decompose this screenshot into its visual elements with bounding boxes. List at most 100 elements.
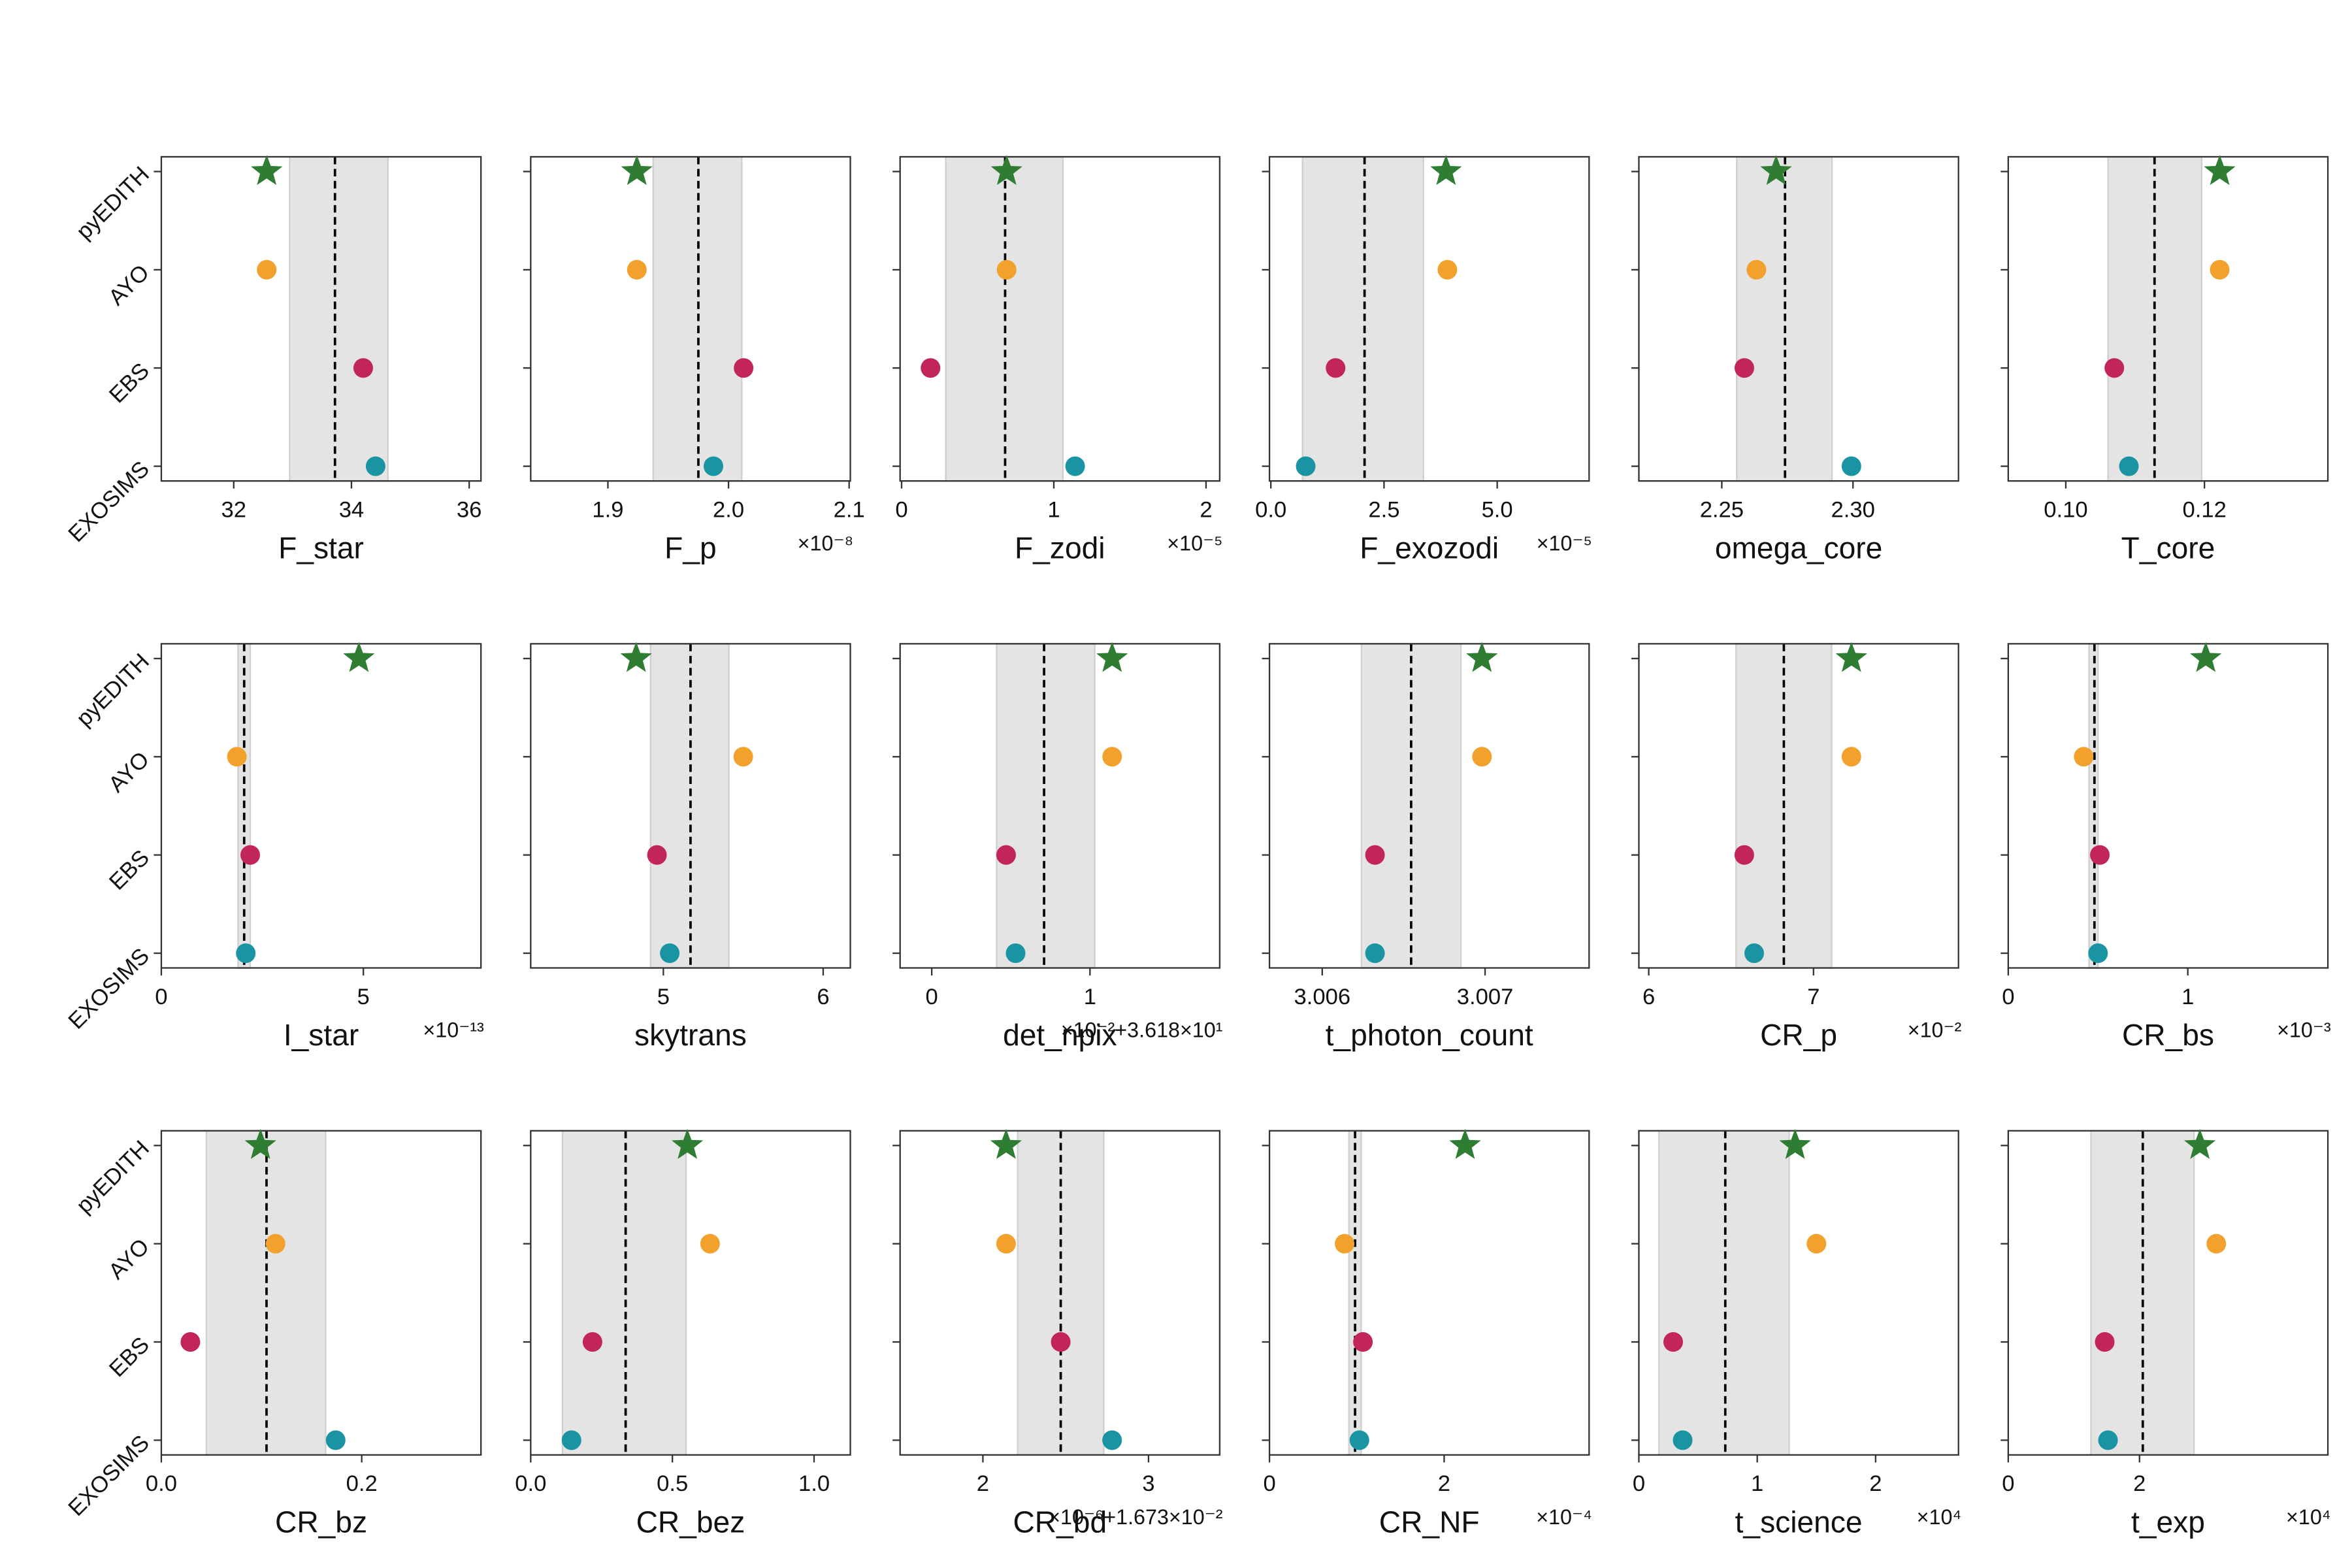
star-marker bbox=[621, 155, 653, 186]
dot-marker bbox=[1349, 1430, 1369, 1450]
star-marker bbox=[1760, 155, 1792, 186]
subplot: 3.006 3.007 t_photon_count bbox=[1262, 642, 1590, 1052]
x-axis-label: t_photon_count bbox=[1326, 1018, 1533, 1052]
axes-frame bbox=[1268, 1130, 1590, 1456]
axes-frame bbox=[1638, 643, 1959, 969]
dot-marker bbox=[2090, 845, 2110, 865]
x-tick-label: 3 bbox=[1142, 1471, 1154, 1496]
dot-marker bbox=[921, 358, 941, 378]
star-marker bbox=[2204, 155, 2236, 186]
x-tick-label: 36 bbox=[457, 497, 482, 522]
star-marker bbox=[672, 1128, 704, 1159]
x-tick-label: 5 bbox=[357, 985, 370, 1009]
axes-frame bbox=[530, 643, 851, 969]
dot-marker bbox=[257, 259, 277, 280]
x-axis-label: omega_core bbox=[1715, 531, 1883, 564]
dot-marker bbox=[180, 1332, 201, 1352]
x-axis-label: t_exp bbox=[2131, 1505, 2205, 1539]
x-tick-label: 0.0 bbox=[146, 1471, 177, 1496]
dot-marker bbox=[996, 259, 1017, 280]
x-tick-label: 2.1 bbox=[834, 497, 865, 522]
dot-marker bbox=[2206, 1233, 2227, 1254]
x-axis-label: F_zodi bbox=[1015, 531, 1105, 564]
y-tick-label: EBS bbox=[105, 1332, 154, 1382]
dot-marker bbox=[1102, 1430, 1122, 1450]
dot-marker bbox=[1005, 943, 1026, 963]
axes-frame bbox=[1638, 155, 1959, 482]
x-tick-label: 1 bbox=[1047, 497, 1060, 522]
dot-marker bbox=[2119, 456, 2139, 476]
dot-marker bbox=[1326, 358, 1346, 378]
subplot: 0 1 2 F_zodi ×10⁻⁵ bbox=[892, 155, 1223, 564]
subplot: 0 1 2t_science ×10⁴ bbox=[1631, 1128, 1962, 1539]
x-axis-label: CR_bs bbox=[2122, 1018, 2214, 1052]
dot-marker bbox=[1065, 456, 1085, 476]
x-tick-label: 2.25 bbox=[1700, 497, 1744, 522]
x-tick-label: 2.0 bbox=[713, 497, 744, 522]
y-tick-label: pyEDITH bbox=[72, 649, 154, 731]
x-tick-label: 0 bbox=[895, 497, 907, 522]
star-marker bbox=[1466, 642, 1498, 672]
subplot: 2.25 2.30 omega_core bbox=[1631, 155, 1959, 564]
y-tick-label: AYO bbox=[104, 1234, 154, 1284]
subplot: 6 7 CR_p ×10⁻² bbox=[1631, 642, 1962, 1052]
subplot: 0.0 0.5 1.0 CR_bez bbox=[515, 1128, 851, 1539]
axes-frame bbox=[1268, 155, 1590, 482]
x-axis-label: CR_bz bbox=[275, 1505, 367, 1539]
axes-frame bbox=[1268, 643, 1590, 969]
star-marker bbox=[990, 1128, 1022, 1159]
offset-label: ×10⁻¹³ bbox=[423, 1019, 484, 1042]
offset-label: ×10⁴ bbox=[2286, 1505, 2331, 1529]
x-tick-label: 3.006 bbox=[1294, 985, 1351, 1009]
dot-marker bbox=[996, 1233, 1016, 1254]
offset-label: ×10⁻³ bbox=[2277, 1019, 2331, 1042]
dot-marker bbox=[647, 845, 667, 865]
offset-label: ×10⁻² bbox=[1908, 1019, 1962, 1042]
x-tick-label: 1 bbox=[1751, 1471, 1763, 1496]
dot-marker bbox=[1806, 1233, 1827, 1254]
dot-marker bbox=[1472, 747, 1492, 767]
x-tick-label: 2 bbox=[1438, 1471, 1450, 1496]
x-axis-label: CR_p bbox=[1760, 1018, 1837, 1052]
dot-marker bbox=[265, 1233, 286, 1254]
x-tick-label: 0 bbox=[926, 985, 938, 1009]
star-marker bbox=[251, 155, 283, 186]
dot-marker bbox=[1051, 1332, 1071, 1352]
subplot: 32 34 36 EXOSIMS EBS AYO pyEDITH F_star bbox=[64, 155, 482, 564]
x-tick-label: 0.0 bbox=[1255, 497, 1286, 522]
x-tick-label: 1 bbox=[1084, 985, 1096, 1009]
axes-frame bbox=[1638, 1130, 1959, 1456]
subplot: 0 1 det_npix×10⁻²+3.618×10¹ bbox=[892, 642, 1223, 1052]
star-marker bbox=[1779, 1128, 1811, 1159]
x-tick-label: 32 bbox=[221, 497, 246, 522]
dot-marker bbox=[660, 943, 680, 963]
dot-marker bbox=[996, 845, 1016, 865]
dot-marker bbox=[365, 456, 385, 476]
x-axis-label: CR_bd bbox=[1013, 1505, 1107, 1539]
std-band bbox=[289, 155, 389, 482]
y-tick-label: pyEDITH bbox=[72, 162, 154, 244]
x-axis-label: F_p bbox=[664, 531, 717, 564]
x-tick-label: 34 bbox=[339, 497, 365, 522]
offset-label: ×10⁻⁵ bbox=[1167, 531, 1222, 555]
dot-marker bbox=[1734, 845, 1754, 865]
dot-marker bbox=[1841, 456, 1861, 476]
dot-marker bbox=[325, 1430, 346, 1450]
std-band bbox=[1301, 155, 1424, 482]
axes-frame bbox=[530, 155, 851, 482]
dot-marker bbox=[1673, 1430, 1693, 1450]
x-tick-label: 6 bbox=[817, 985, 829, 1009]
axes-frame bbox=[2007, 155, 2329, 482]
dot-marker bbox=[2095, 1332, 2115, 1352]
dot-marker bbox=[240, 845, 260, 865]
x-axis-label: CR_bez bbox=[636, 1505, 745, 1539]
x-tick-label: 2.30 bbox=[1831, 497, 1875, 522]
dot-marker bbox=[704, 456, 723, 476]
offset-label: ×10⁴ bbox=[1917, 1505, 1962, 1529]
x-axis-label: T_core bbox=[2121, 531, 2215, 564]
star-marker bbox=[1430, 155, 1462, 186]
x-tick-label: 0 bbox=[2002, 1471, 2014, 1496]
dot-marker bbox=[733, 747, 753, 767]
star-marker bbox=[1449, 1128, 1481, 1159]
